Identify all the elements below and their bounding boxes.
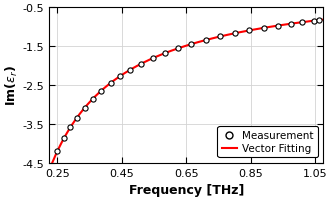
Point [68, 126, 73, 129]
Point [118, 75, 123, 78]
Point [289, 23, 294, 26]
Point [311, 20, 316, 23]
Point [261, 27, 266, 30]
Point [217, 36, 223, 39]
Point [232, 32, 237, 36]
Y-axis label: Im($\varepsilon_r$): Im($\varepsilon_r$) [4, 65, 20, 106]
Legend: Measurement, Vector Fitting: Measurement, Vector Fitting [217, 126, 318, 158]
Point [98, 90, 104, 93]
Point [138, 63, 144, 66]
Point [108, 82, 113, 85]
Point [127, 69, 132, 72]
Point [150, 57, 155, 61]
Point [61, 137, 66, 140]
Point [203, 39, 208, 42]
Point [163, 52, 168, 55]
Point [300, 21, 305, 25]
X-axis label: Frequency [THz]: Frequency [THz] [129, 183, 244, 196]
Point [276, 25, 281, 28]
Point [74, 117, 79, 120]
Point [82, 106, 88, 110]
Point [55, 150, 60, 153]
Point [247, 30, 252, 33]
Point [189, 43, 194, 46]
Point [90, 98, 96, 101]
Point [176, 47, 181, 51]
Point [316, 19, 321, 23]
